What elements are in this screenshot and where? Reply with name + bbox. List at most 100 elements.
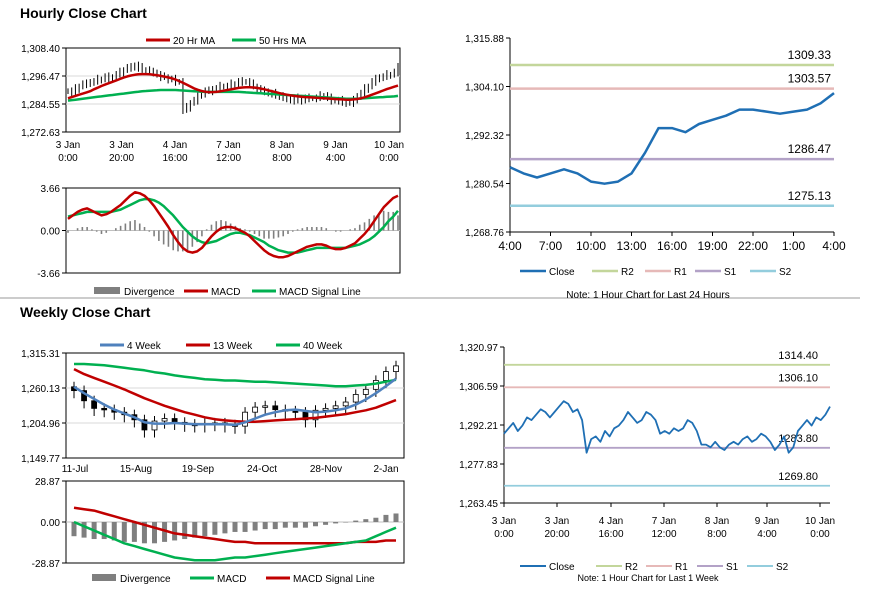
weekly-close-xtick: 8:00 <box>707 529 727 540</box>
weekly-close-xtick: 3 Jan <box>545 516 569 527</box>
hourly-price-xtick: 0:00 <box>58 153 78 164</box>
hourly-price-ytick-label: 1,296.47 <box>21 72 60 83</box>
weekly-close-xtick: 9 Jan <box>755 516 779 527</box>
weekly-divergence-bar <box>172 522 178 541</box>
weekly-divergence-bar <box>71 522 77 537</box>
hourly-price-xtick: 8 Jan <box>270 140 294 151</box>
weekly-price-xtick: 28-Nov <box>310 464 342 475</box>
weekly-4week-line <box>73 377 397 427</box>
hourly-level-s2-label: 1275.13 <box>788 189 832 203</box>
hourly-close-xtick: 1:00 <box>782 239 806 253</box>
hourly-price-xtick: 8:00 <box>272 153 292 164</box>
weekly-price-candle <box>262 405 269 408</box>
hourly-price-xtick: 20:00 <box>109 153 134 164</box>
weekly-divergence-bar <box>222 522 228 534</box>
weekly-close-ytick-label: 1,263.45 <box>459 499 498 510</box>
weekly-price-candle <box>252 406 259 413</box>
weekly-price-ytick-label: 1,204.96 <box>21 419 60 430</box>
hourly-price-xtick: 4:00 <box>326 153 346 164</box>
weekly-divergence-bar <box>81 522 87 538</box>
legend-50hrs-ma-label: 50 Hrs MA <box>259 36 307 47</box>
legend-macd-label: MACD <box>211 287 240 298</box>
weekly-price-candle <box>362 388 369 395</box>
hourly-close-xtick: 22:00 <box>738 239 768 253</box>
weekly-macd-ytick-label: -28.87 <box>32 559 61 570</box>
hourly-macd-ytick-label: 0.00 <box>41 227 61 238</box>
weekly-close-legend-r1-label: R1 <box>675 562 688 573</box>
hourly-price-xtick: 10 Jan <box>374 140 404 151</box>
hourly-close-ytick-label: 1,315.88 <box>465 34 504 45</box>
weekly-divergence-bar <box>121 522 127 542</box>
weekly-divergence-bar <box>111 522 117 541</box>
weekly-close-legend-s1-label: S1 <box>726 562 739 573</box>
weekly-40week-line <box>74 362 397 388</box>
weekly-divergence-bar <box>383 514 389 522</box>
hourly-close-legend-s2-label: S2 <box>779 267 792 278</box>
weekly-close-legend-s2-label: S2 <box>776 562 789 573</box>
weekly-divergence-bar <box>141 522 147 544</box>
weekly-divergence-bar <box>292 522 298 528</box>
hourly-close-legend-r1-label: R1 <box>674 267 687 278</box>
hourly-ma20-line <box>67 72 399 101</box>
weekly-macd-line <box>73 520 397 562</box>
weekly-divergence-bar <box>242 522 248 532</box>
weekly-price-candle <box>302 411 309 421</box>
hourly-price-xtick: 4 Jan <box>163 140 187 151</box>
hourly-close-legend-close-label: Close <box>549 267 575 278</box>
weekly-divergence-bar <box>262 522 268 530</box>
weekly-close-xtick: 4:00 <box>757 529 777 540</box>
weekly-close-ytick-label: 1,292.21 <box>459 421 498 432</box>
weekly-divergence-bar <box>232 522 238 532</box>
hourly-macd-line <box>67 190 399 259</box>
hourly-price-frame <box>65 47 401 133</box>
weekly-close-xtick: 0:00 <box>494 529 514 540</box>
weekly-close-ytick-label: 1,277.83 <box>459 460 498 471</box>
weekly-divergence-bar <box>101 522 107 540</box>
weekly-price-xtick: 19-Sep <box>182 464 215 475</box>
hourly-section-title: Hourly Close Chart <box>20 5 147 21</box>
weekly-price-candle <box>272 405 279 411</box>
legend-weekly-divergence-label: Divergence <box>120 574 171 585</box>
weekly-price-candle <box>352 394 359 403</box>
legend-weekly-divergence-swatch <box>92 574 116 581</box>
weekly-price-candle <box>151 420 158 431</box>
weekly-divergence-bar <box>212 522 218 535</box>
hourly-price-xtick: 9 Jan <box>323 140 347 151</box>
weekly-close-xtick: 8 Jan <box>705 516 729 527</box>
hourly-close-legend-r2-label: R2 <box>621 267 634 278</box>
hourly-price-xtick: 3 Jan <box>56 140 80 151</box>
weekly-price-candle <box>292 410 299 413</box>
weekly-divergence-bar <box>393 513 399 522</box>
weekly-close-xtick: 0:00 <box>810 529 830 540</box>
hourly-macd-ytick-label: 3.66 <box>41 184 61 195</box>
legend-divergence-label: Divergence <box>124 287 175 298</box>
weekly-close-line <box>503 400 831 454</box>
weekly-divergence-bar <box>363 519 369 522</box>
hourly-price-ytick-label: 1,308.40 <box>21 44 60 55</box>
weekly-divergence-bar <box>343 522 349 523</box>
weekly-close-ytick-label: 1,306.59 <box>459 382 498 393</box>
weekly-close-xtick: 12:00 <box>651 529 676 540</box>
weekly-price-ytick-label: 1,149.77 <box>21 454 60 465</box>
weekly-divergence-bar <box>353 520 359 522</box>
weekly-close-note: Note: 1 Hour Chart for Last 1 Week <box>578 573 719 583</box>
weekly-close-legend-close-label: Close <box>549 562 575 573</box>
weekly-divergence-bar <box>131 522 137 542</box>
hourly-level-r1-label: 1303.57 <box>788 72 832 86</box>
legend-macd-signal-label: MACD Signal Line <box>279 287 361 298</box>
hourly-close-xtick: 16:00 <box>657 239 687 253</box>
weekly-divergence-bar <box>192 522 198 538</box>
weekly-price-candle <box>91 400 98 409</box>
legend-weekly-macd-label: MACD <box>217 574 246 585</box>
legend-20hr-ma-label: 20 Hr MA <box>173 36 216 47</box>
weekly-divergence-bar <box>152 522 157 544</box>
weekly-divergence-bar <box>202 522 208 537</box>
weekly-price-candle <box>101 407 108 411</box>
weekly-level-s1-label: 1283.80 <box>778 433 818 445</box>
weekly-price-candle <box>242 411 248 427</box>
hourly-price-xtick: 7 Jan <box>216 140 240 151</box>
hourly-price-xtick: 16:00 <box>162 153 187 164</box>
weekly-price-candle <box>383 371 389 381</box>
hourly-level-r2-label: 1309.33 <box>788 48 832 62</box>
